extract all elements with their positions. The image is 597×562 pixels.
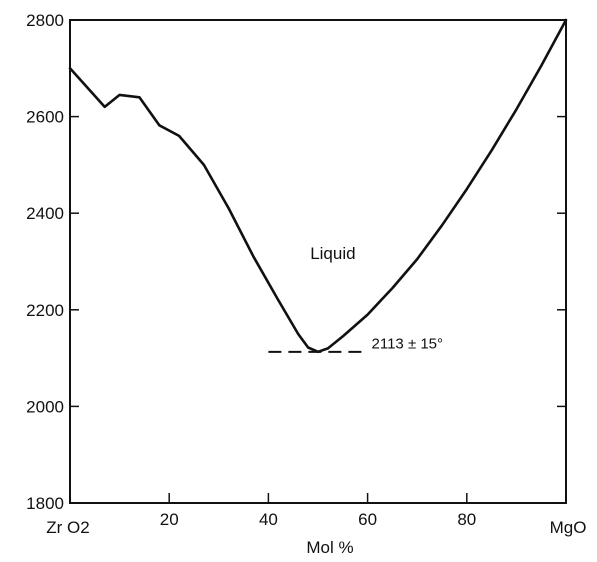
plot-frame xyxy=(69,19,567,504)
y-axis-ticks: 1800 2000 2200 2400 2600 2800 xyxy=(26,11,566,513)
y-tick-label-2400: 2400 xyxy=(26,204,64,223)
x-tick-label-40: 40 xyxy=(259,510,278,529)
x-axis-title: Mol % xyxy=(306,538,353,557)
annotation-1: 2113 ± 15° xyxy=(372,335,444,352)
y-tick-label-2000: 2000 xyxy=(26,397,64,416)
endpoint-right-label: MgO xyxy=(550,518,587,537)
x-tick-label-20: 20 xyxy=(160,510,179,529)
series-group xyxy=(68,18,568,354)
annotation-0: Liquid xyxy=(310,244,355,263)
x-axis-ticks: 20 40 60 80 xyxy=(160,493,476,529)
annotations-group: Liquid 2113 ± 15° xyxy=(310,244,443,352)
y-tick-label-2800: 2800 xyxy=(26,11,64,30)
endpoint-left-label: Zr O2 xyxy=(46,518,89,537)
y-tick-label-2200: 2200 xyxy=(26,301,64,320)
x-tick-label-60: 60 xyxy=(358,510,377,529)
liquidus-curve-0 xyxy=(68,18,568,354)
y-tick-label-1800: 1800 xyxy=(26,494,64,513)
y-tick-label-2600: 2600 xyxy=(26,108,64,127)
x-tick-label-80: 80 xyxy=(457,510,476,529)
